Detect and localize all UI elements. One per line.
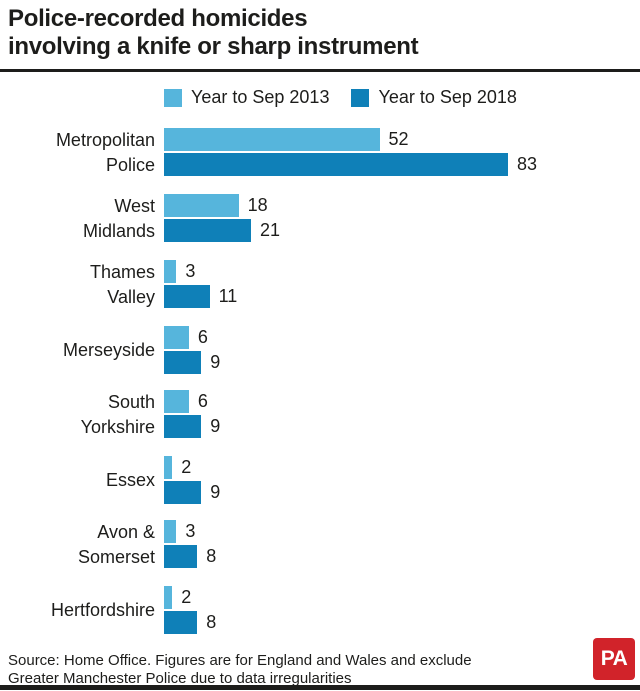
bar-group: 6 9 [164,390,220,440]
footer: Source: Home Office. Figures are for Eng… [0,638,640,688]
category-label: Metropolitan Police [55,130,155,175]
value-label: 52 [388,129,409,149]
value-label: 9 [210,352,221,372]
bar-group: 6 9 [164,326,220,374]
bar [164,128,380,151]
chart-row: Thames Valley 3 11 [0,260,640,310]
bar-group: 2 8 [164,586,216,634]
header: Police-recorded homicides involving a kn… [0,0,640,61]
category-label: Hertfordshire [50,599,155,620]
page-title: Police-recorded homicides involving a kn… [8,5,630,61]
pa-logo: PA [593,638,635,680]
bar-line: 3 [164,260,237,283]
legend-label-2013: Year to Sep 2013 [191,87,330,107]
legend-swatch-2018-icon [351,88,370,107]
bar [164,326,189,349]
chart-row: Essex 2 9 [0,456,640,504]
chart-rows: Metropolitan Police 52 83 West Midlands 18… [0,128,640,634]
bar-line: 9 [164,415,220,438]
category-label: Essex [105,469,155,490]
value-label: 2 [181,587,192,607]
bar-line: 11 [164,285,237,308]
bottom-rule [0,685,640,690]
bar [164,481,202,504]
bar-group: 3 8 [164,520,216,570]
bar [164,415,202,438]
title-divider [0,69,640,72]
bar [164,260,177,283]
bar-line: 9 [164,351,220,374]
chart-row: South Yorkshire 6 9 [0,390,640,440]
bar [164,520,177,543]
source-note: Source: Home Office. Figures are for Eng… [8,652,640,688]
legend-label-2018: Year to Sep 2018 [378,87,517,107]
value-label: 9 [210,482,221,502]
title-line-1: Police-recorded homicides [8,5,308,32]
bar-group: 2 9 [164,456,220,504]
legend-item-2018: Year to Sep 2018 [351,87,517,108]
chart-row: Metropolitan Police 52 83 [0,128,640,178]
legend-swatch-2013-icon [164,88,182,107]
legend-item-2013: Year to Sep 2013 [164,87,329,108]
value-label: 11 [218,286,238,306]
value-label: 6 [197,391,208,411]
bar-group: 3 11 [164,260,237,310]
value-label: 6 [197,327,208,347]
value-label: 21 [260,220,281,240]
value-label: 83 [517,154,538,174]
bar-line: 3 [164,520,216,543]
title-line-2: involving a knife or sharp instrument [8,33,419,60]
bar-line: 6 [164,326,220,349]
chart-row: West Midlands 18 21 [0,194,640,244]
bar-group: 52 83 [164,128,537,178]
bar-line: 52 [164,128,537,151]
bar [164,390,189,413]
bar [164,545,198,568]
chart-row: Merseyside 6 9 [0,326,640,374]
chart-row: Avon & Somerset 3 8 [0,520,640,570]
category-label: Avon & Somerset [77,522,155,567]
bar [164,351,202,374]
value-label: 2 [181,457,192,477]
chart-row: Hertfordshire 2 8 [0,586,640,634]
bar-line: 2 [164,586,216,609]
bar-line: 9 [164,481,220,504]
bar [164,285,210,308]
legend: Year to Sep 2013 Year to Sep 2018 [0,87,640,108]
value-label: 3 [185,261,196,281]
bar-line: 2 [164,456,220,479]
source-line-1: Source: Home Office. Figures are for Eng… [8,652,472,669]
bar-line: 21 [164,219,280,242]
value-label: 9 [210,416,221,436]
bar [164,219,251,242]
bar [164,194,239,217]
bar [164,611,198,634]
bar-group: 18 21 [164,194,280,244]
category-label: West Midlands [82,196,155,241]
bar-line: 6 [164,390,220,413]
category-label: Thames Valley [89,262,155,307]
bar [164,586,173,609]
bar-line: 8 [164,545,216,568]
category-label: South Yorkshire [80,392,155,437]
value-label: 8 [206,612,217,632]
category-label: Merseyside [62,339,155,360]
bar-line: 8 [164,611,216,634]
value-label: 8 [206,546,217,566]
bar-line: 18 [164,194,280,217]
value-label: 3 [185,521,196,541]
value-label: 18 [247,195,268,215]
bar [164,456,173,479]
source-line-2: Greater Manchester Police due to data ir… [8,670,352,687]
bar [164,153,508,176]
bar-line: 83 [164,153,537,176]
